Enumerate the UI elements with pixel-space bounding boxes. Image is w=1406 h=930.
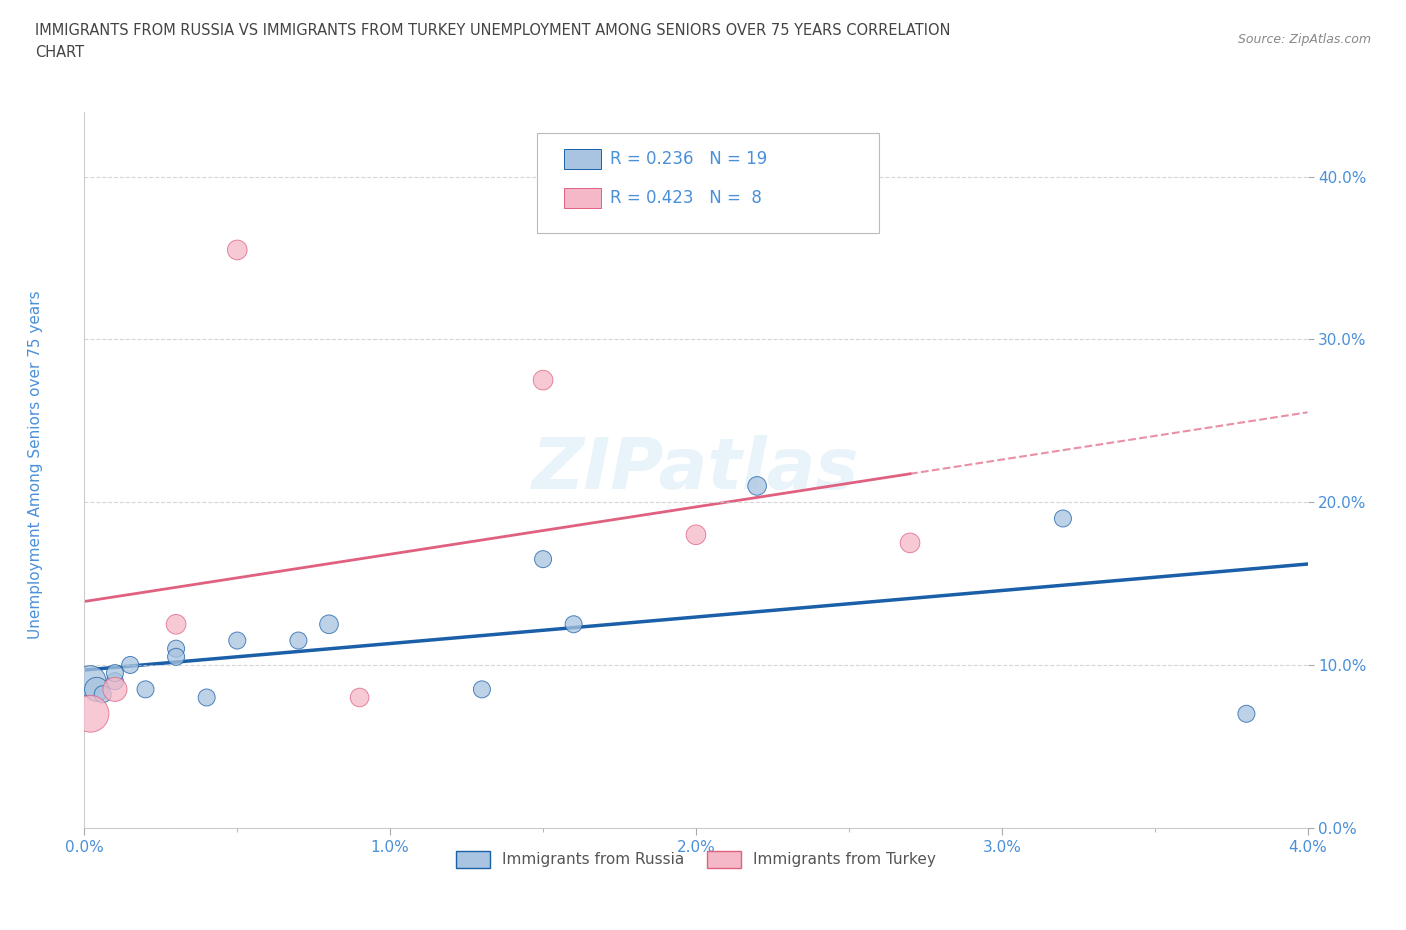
- Point: [1236, 707, 1258, 722]
- Point: [104, 666, 127, 681]
- Point: [318, 617, 340, 631]
- Point: [165, 617, 187, 631]
- Point: [165, 649, 187, 664]
- Point: [1052, 512, 1074, 526]
- Text: ZIPatlas: ZIPatlas: [533, 435, 859, 504]
- FancyBboxPatch shape: [537, 133, 880, 233]
- Point: [226, 633, 249, 648]
- Point: [685, 527, 707, 542]
- Point: [86, 682, 108, 697]
- Point: [747, 478, 769, 493]
- Text: Unemployment Among Seniors over 75 years: Unemployment Among Seniors over 75 years: [28, 291, 42, 639]
- Point: [287, 633, 309, 648]
- Text: Source: ZipAtlas.com: Source: ZipAtlas.com: [1237, 33, 1371, 46]
- Text: R = 0.236   N = 19: R = 0.236 N = 19: [610, 150, 768, 167]
- Point: [120, 658, 142, 672]
- Point: [531, 551, 554, 566]
- Point: [135, 682, 157, 697]
- Legend: Immigrants from Russia, Immigrants from Turkey: Immigrants from Russia, Immigrants from …: [450, 844, 942, 874]
- Bar: [564, 149, 600, 169]
- Point: [471, 682, 494, 697]
- Point: [562, 617, 585, 631]
- Point: [104, 682, 127, 697]
- Point: [165, 642, 187, 657]
- Point: [898, 536, 921, 551]
- Point: [195, 690, 218, 705]
- Point: [79, 707, 101, 722]
- Point: [531, 373, 554, 388]
- Point: [79, 673, 101, 688]
- Bar: [564, 188, 600, 208]
- Point: [104, 673, 127, 688]
- Point: [226, 243, 249, 258]
- Point: [91, 686, 114, 701]
- Point: [349, 690, 371, 705]
- Text: IMMIGRANTS FROM RUSSIA VS IMMIGRANTS FROM TURKEY UNEMPLOYMENT AMONG SENIORS OVER: IMMIGRANTS FROM RUSSIA VS IMMIGRANTS FRO…: [35, 23, 950, 60]
- Text: R = 0.423   N =  8: R = 0.423 N = 8: [610, 189, 762, 206]
